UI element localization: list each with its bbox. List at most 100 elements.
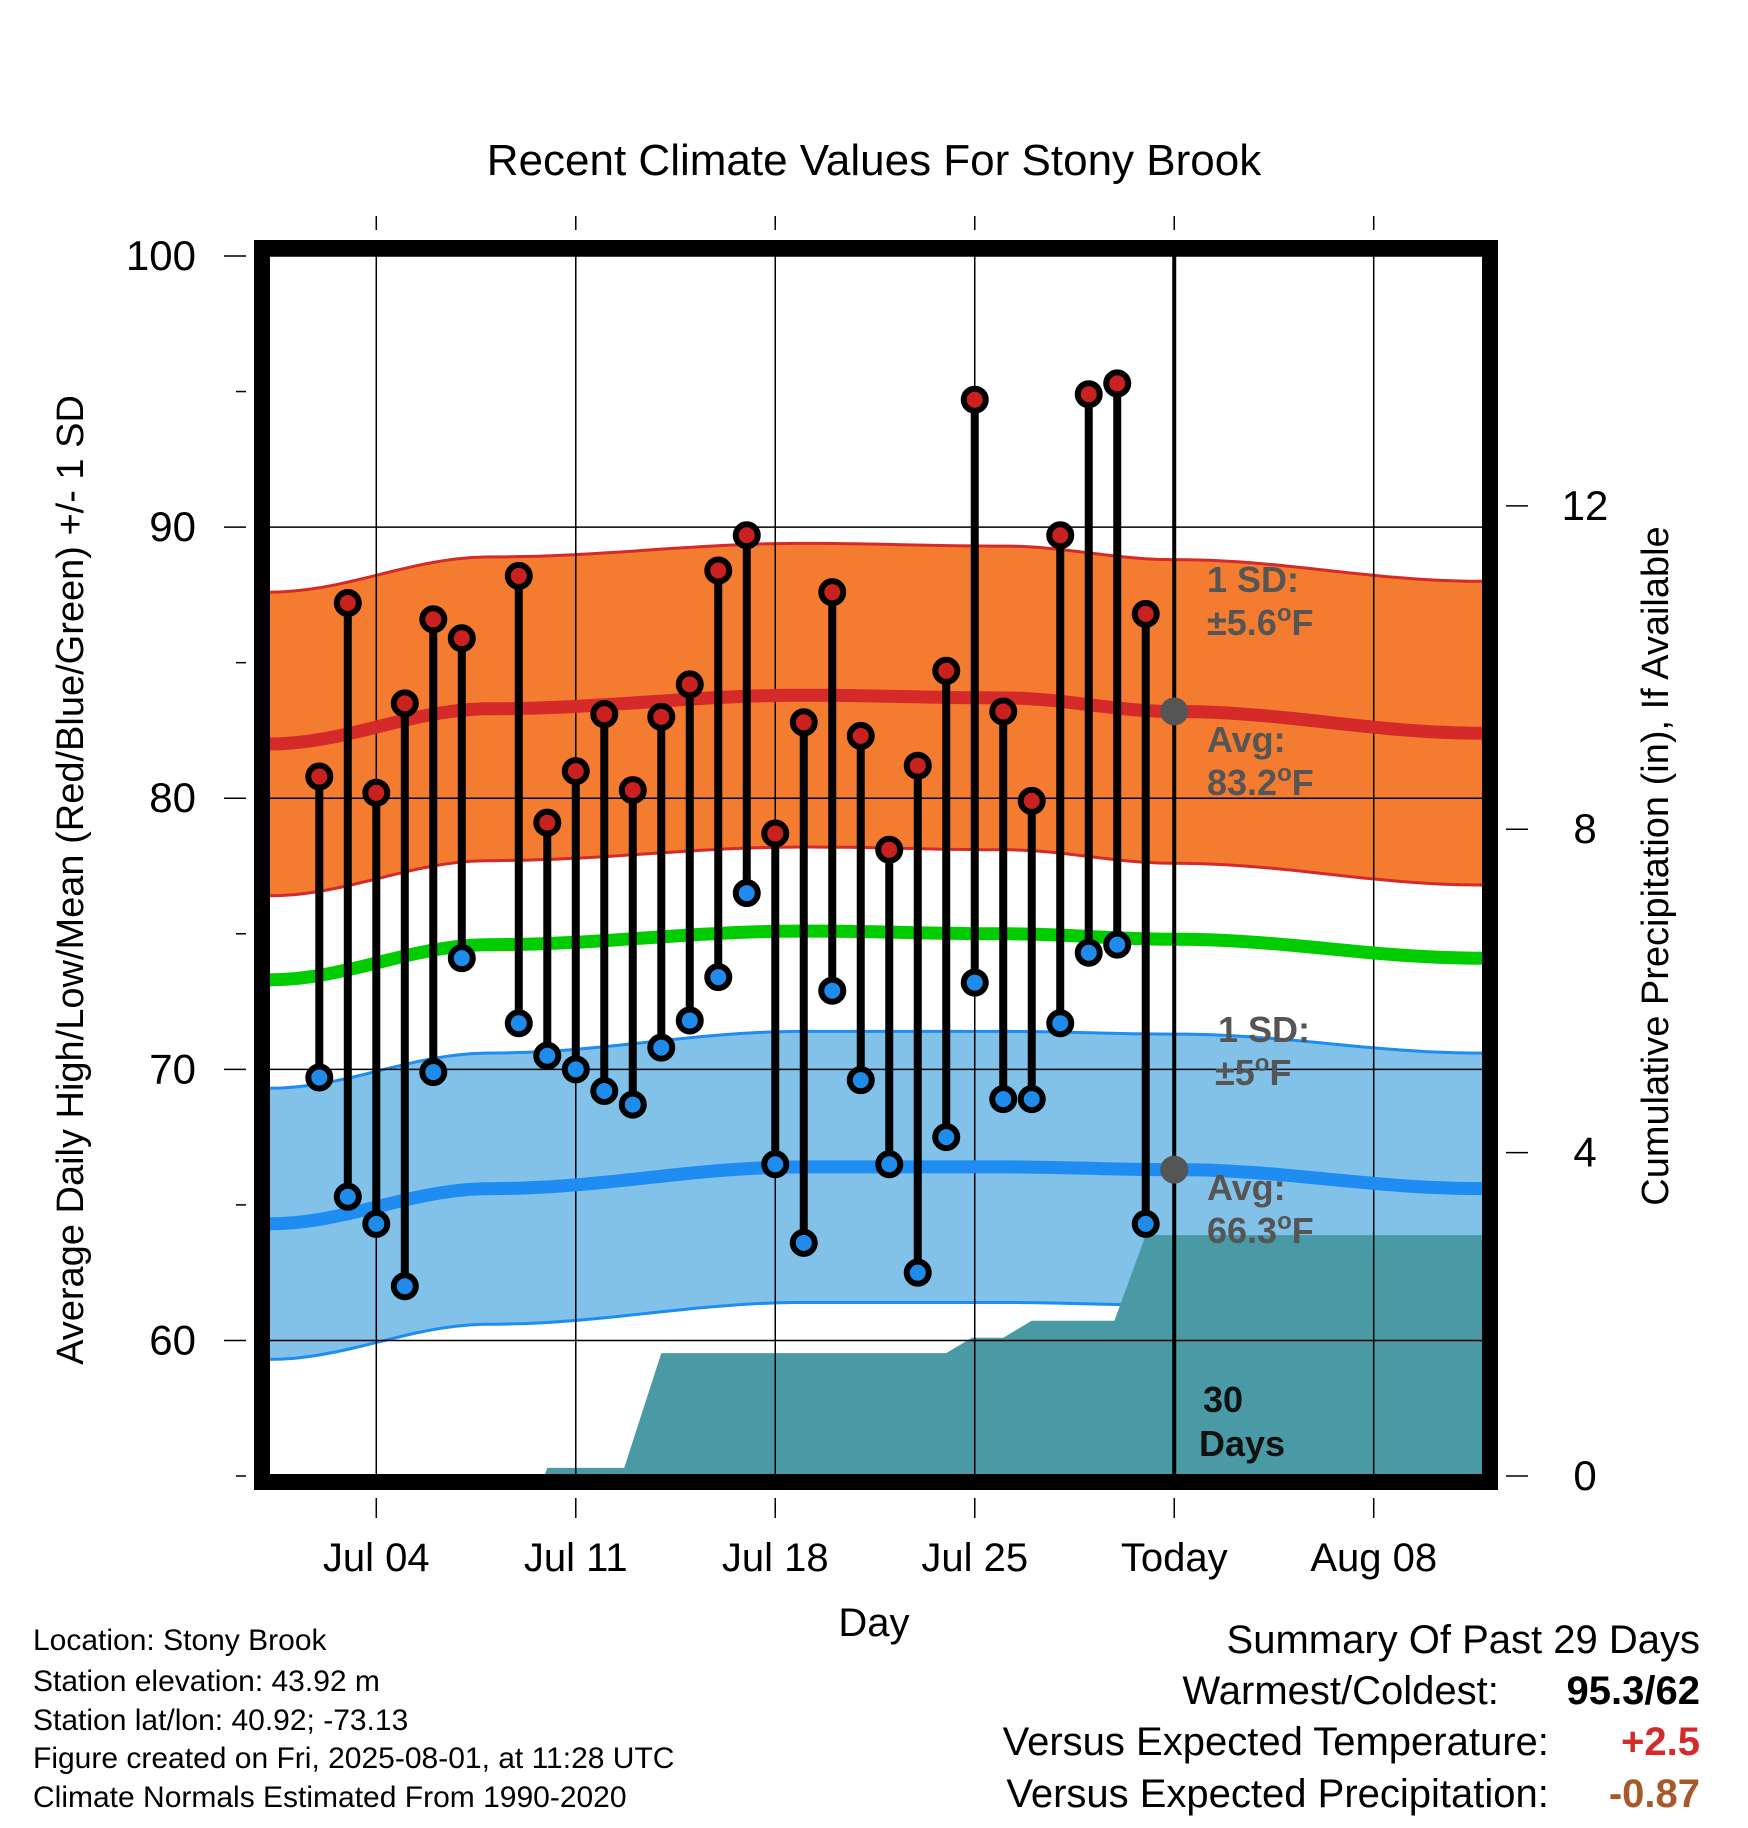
daily-low-point — [362, 1209, 391, 1238]
daily-low-point — [675, 1006, 704, 1035]
daily-low-point — [561, 1055, 590, 1084]
summary-temp-row: Versus Expected Temperature: +2.5 — [1003, 1718, 1700, 1766]
footer-elevation: Station elevation: 43.92 m — [33, 1665, 380, 1698]
daily-high-point — [504, 561, 533, 590]
precip-days-label-line2: Days — [1199, 1423, 1285, 1464]
high-sd-band — [268, 543, 1482, 896]
x-axis-label: Day — [838, 1601, 909, 1645]
daily-low-point — [504, 1009, 533, 1038]
daily-low-point — [590, 1077, 619, 1106]
daily-high-point — [305, 762, 334, 791]
daily-low-point — [846, 1066, 875, 1095]
y-axis-right-label: Cumulative Precipitation (in), If Availa… — [1635, 526, 1677, 1205]
daily-high-point — [704, 556, 733, 585]
low-sd-upper-edge — [268, 1029, 1482, 1090]
chart-title: Recent Climate Values For Stony Brook — [487, 136, 1262, 185]
daily-low-point — [1046, 1009, 1075, 1038]
normal-low-line — [268, 1160, 1482, 1231]
daily-high-point — [390, 689, 419, 718]
x-tick-label: Today — [1121, 1536, 1228, 1580]
daily-low-point — [875, 1150, 904, 1179]
daily-low-point — [789, 1228, 818, 1257]
daily-low-point — [960, 968, 989, 997]
normal-mean-line — [268, 924, 1482, 987]
y-left-tick-label: 60 — [149, 1316, 196, 1363]
daily-high-point — [761, 819, 790, 848]
daily-high-point — [1131, 599, 1160, 628]
daily-low-point — [618, 1090, 647, 1119]
daily-low-point — [704, 963, 733, 992]
daily-low-point — [390, 1272, 419, 1301]
footer-latlon: Station lat/lon: 40.92; -73.13 — [33, 1704, 409, 1737]
x-tick-label: Jul 11 — [524, 1536, 628, 1580]
daily-high-point — [675, 670, 704, 699]
high-sd-upper-edge — [268, 541, 1482, 594]
footer-location: Location: Stony Brook — [33, 1624, 327, 1657]
daily-low-point — [818, 976, 847, 1005]
daily-low-point — [419, 1058, 448, 1087]
y-right-tick-label: 4 — [1573, 1129, 1596, 1176]
summary-warmest-row: Warmest/Coldest: 95.3/62 — [1183, 1667, 1701, 1715]
daily-low-point — [1103, 930, 1132, 959]
y-left-tick-label: 100 — [126, 232, 196, 279]
y-right-tick-label: 12 — [1562, 482, 1609, 529]
daily-low-point — [1017, 1085, 1046, 1114]
y-right-tick-label: 0 — [1573, 1452, 1596, 1499]
daily-low-point — [1131, 1209, 1160, 1238]
summary-warmest-label: Warmest/Coldest: — [1182, 1669, 1499, 1713]
x-tick-label: Jul 04 — [323, 1536, 430, 1580]
daily-high-point — [903, 751, 932, 780]
daily-high-point — [333, 589, 362, 618]
high-sd-lower-edge — [268, 845, 1482, 898]
daily-high-point — [875, 835, 904, 864]
daily-high-point — [732, 521, 761, 550]
low-sd-label: 1 SD: — [1218, 1009, 1310, 1050]
daily-high-point — [561, 757, 590, 786]
daily-low-point — [647, 1033, 676, 1062]
daily-low-point — [732, 879, 761, 908]
daily-low-point — [1074, 938, 1103, 967]
footer-created: Figure created on Fri, 2025-08-01, at 11… — [33, 1742, 675, 1775]
y-left-tick-label: 70 — [149, 1045, 196, 1092]
summary-precip-row: Versus Expected Precipitation: -0.87 — [1006, 1770, 1700, 1818]
plot-frame — [254, 240, 1498, 1490]
low-sd-value: ±5oF — [1215, 1050, 1291, 1093]
summary-precip-label: Versus Expected Precipitation: — [1006, 1772, 1549, 1816]
daily-low-point — [761, 1150, 790, 1179]
summary-temp-value: +2.5 — [1621, 1720, 1700, 1764]
daily-high-point — [618, 776, 647, 805]
plot-content — [268, 256, 1482, 1476]
daily-high-point — [846, 721, 875, 750]
daily-low-point — [533, 1041, 562, 1070]
low-avg-label: Avg: — [1207, 1167, 1286, 1208]
y-right-tick-label: 8 — [1573, 805, 1596, 852]
x-tick-label: Aug 08 — [1310, 1536, 1437, 1580]
daily-low-point — [989, 1085, 1018, 1114]
low-avg-value: 66.3oF — [1207, 1208, 1314, 1251]
high-avg-value: 83.2oF — [1207, 760, 1314, 803]
y-left-tick-label: 90 — [149, 503, 196, 550]
daily-high-point — [989, 697, 1018, 726]
daily-high-point — [932, 656, 961, 685]
daily-low-point — [932, 1123, 961, 1152]
normal-high-line — [268, 688, 1482, 751]
daily-high-point — [647, 702, 676, 731]
daily-high-point — [419, 605, 448, 634]
y-axis-left-label: Average Daily High/Low/Mean (Red/Blue/Gr… — [50, 395, 92, 1365]
daily-high-point — [362, 778, 391, 807]
today-high-marker — [1160, 697, 1189, 726]
daily-high-point — [818, 578, 847, 607]
today-low-marker — [1160, 1155, 1189, 1184]
high-sd-value: ±5.6oF — [1207, 600, 1313, 643]
daily-low-point — [305, 1063, 334, 1092]
precip-days-label-line1: 30 — [1203, 1379, 1243, 1420]
daily-low-point — [333, 1182, 362, 1211]
cumulative-precip-area — [268, 1235, 1482, 1476]
daily-high-point — [590, 700, 619, 729]
x-tick-label: Jul 18 — [722, 1536, 829, 1580]
high-sd-label: 1 SD: — [1207, 559, 1299, 600]
daily-high-point — [789, 708, 818, 737]
daily-low-point — [903, 1258, 932, 1287]
daily-low-point — [447, 944, 476, 973]
